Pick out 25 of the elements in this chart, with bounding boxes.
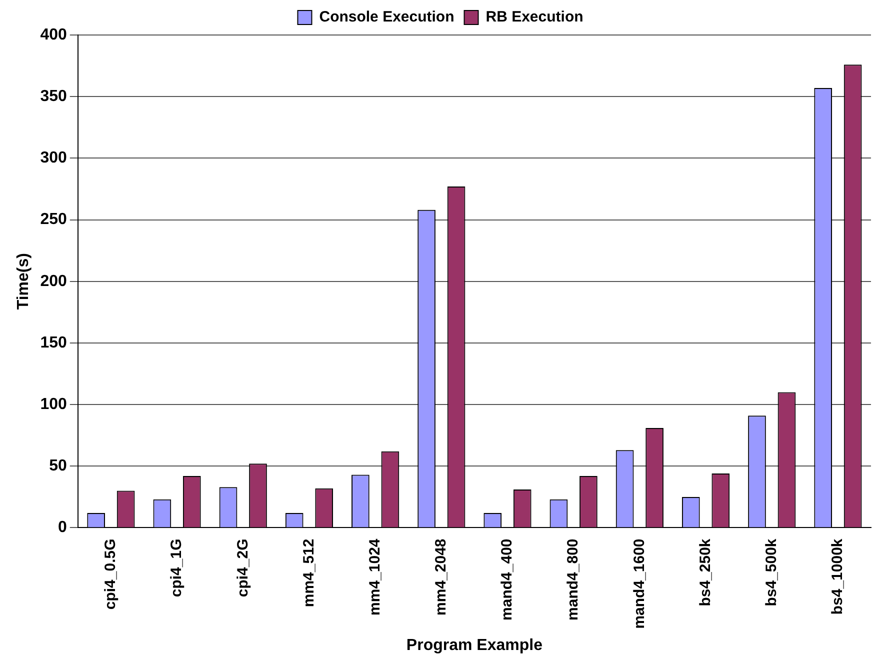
x-tick-label: cpi4_1G: [168, 538, 186, 598]
legend-label: Console Execution: [319, 8, 454, 26]
y-tick-label: 300: [40, 150, 67, 167]
y-tick-label: 0: [58, 519, 67, 536]
x-tick-label: cpi4_2G: [234, 538, 252, 598]
y-tick-label: 50: [49, 458, 67, 475]
x-tick-label: bs4_500k: [763, 538, 780, 606]
x-tick-label: mm4_1024: [366, 538, 384, 616]
y-tick-label: 100: [40, 396, 67, 413]
y-tick-label: 250: [40, 211, 67, 228]
y-tick-label: 400: [40, 26, 67, 44]
x-tick-label: bs4_1000k: [829, 538, 846, 615]
legend-label: RB Execution: [486, 8, 584, 26]
y-tick-label: 150: [40, 334, 67, 352]
x-tick-label: cpi4_0.5G: [102, 538, 120, 610]
x-tick-label: bs4_250k: [696, 538, 714, 606]
x-tick-label: mm4_2048: [432, 538, 450, 616]
x-tick-label: mm4_512: [300, 538, 318, 608]
x-tick-label: mand4_800: [564, 538, 582, 620]
x-tick-label: mand4_1600: [630, 538, 648, 629]
y-axis-title: Time(s): [15, 253, 32, 310]
x-axis-title: Program Example: [406, 636, 543, 654]
x-tick-label: mand4_400: [498, 538, 516, 620]
y-tick-label: 200: [40, 272, 67, 290]
y-tick-label: 350: [40, 88, 67, 105]
